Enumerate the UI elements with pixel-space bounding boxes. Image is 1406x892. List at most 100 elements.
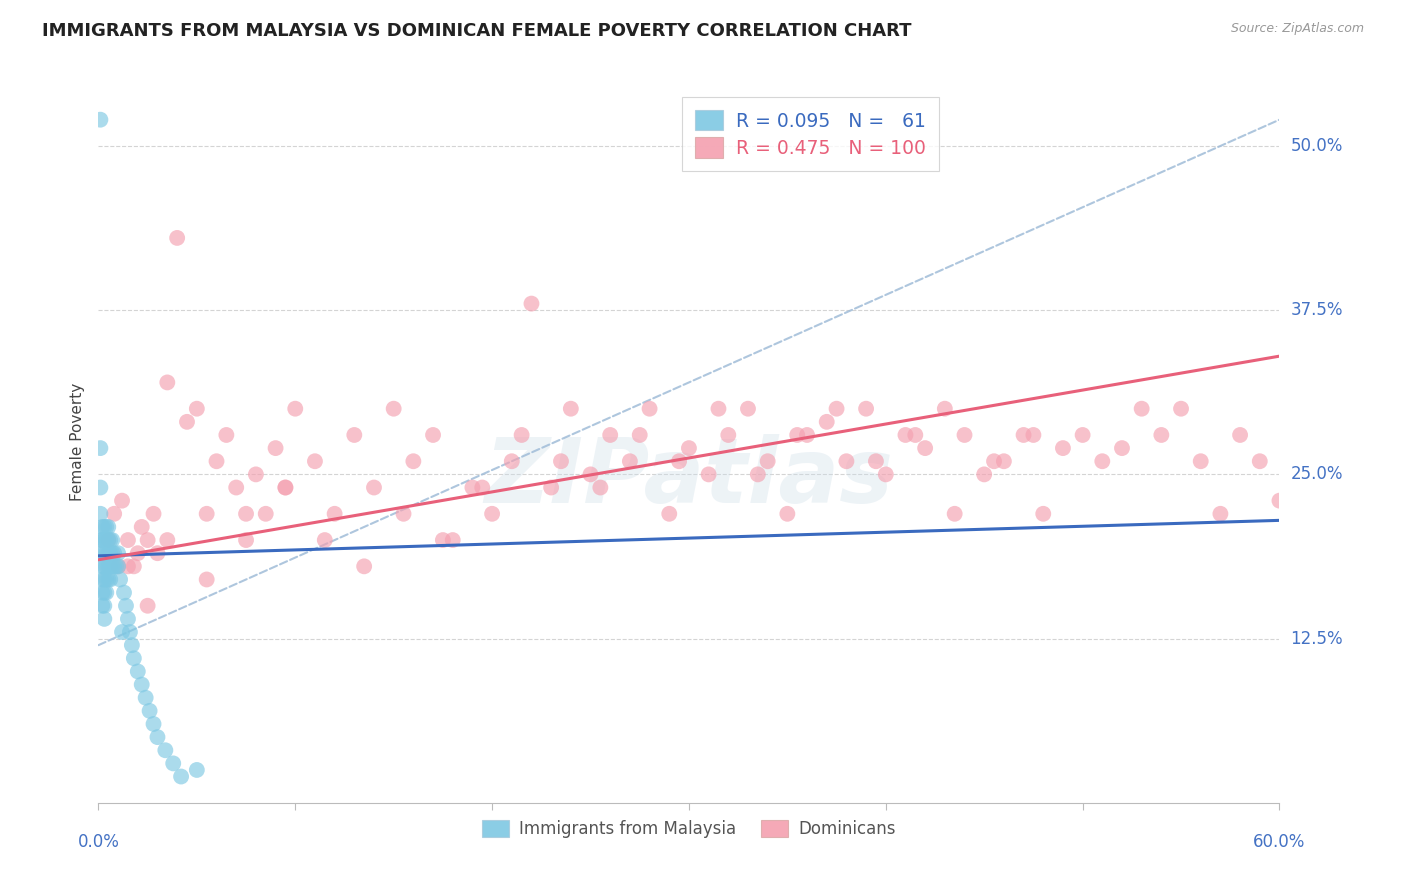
Point xyxy=(176,415,198,429)
Point xyxy=(135,690,157,705)
Point xyxy=(1071,428,1094,442)
Point xyxy=(314,533,336,547)
Point xyxy=(274,481,297,495)
Text: 12.5%: 12.5% xyxy=(1291,630,1343,648)
Point xyxy=(756,454,779,468)
Point xyxy=(825,401,848,416)
Point xyxy=(343,428,366,442)
Point xyxy=(678,441,700,455)
Point xyxy=(717,428,740,442)
Point xyxy=(323,507,346,521)
Point xyxy=(97,559,120,574)
Point xyxy=(599,428,621,442)
Text: 60.0%: 60.0% xyxy=(1253,833,1306,851)
Point xyxy=(875,467,897,482)
Point xyxy=(205,454,228,468)
Point xyxy=(461,481,484,495)
Point xyxy=(96,559,118,574)
Point xyxy=(98,546,121,560)
Point xyxy=(103,559,125,574)
Point xyxy=(658,507,681,521)
Point xyxy=(707,401,730,416)
Point xyxy=(97,533,120,547)
Point xyxy=(1022,428,1045,442)
Point xyxy=(235,533,257,547)
Point xyxy=(131,677,153,691)
Point xyxy=(786,428,808,442)
Point xyxy=(98,533,121,547)
Point xyxy=(510,428,533,442)
Point xyxy=(101,559,124,574)
Point xyxy=(284,401,307,416)
Point xyxy=(127,665,149,679)
Point xyxy=(520,296,543,310)
Point xyxy=(865,454,887,468)
Point xyxy=(540,481,562,495)
Point xyxy=(894,428,917,442)
Point xyxy=(146,730,169,744)
Point xyxy=(121,638,143,652)
Point xyxy=(747,467,769,482)
Point xyxy=(111,625,134,640)
Point xyxy=(138,704,160,718)
Point xyxy=(215,428,238,442)
Point xyxy=(93,546,115,560)
Point xyxy=(103,546,125,560)
Point xyxy=(628,428,651,442)
Point xyxy=(245,467,267,482)
Point xyxy=(97,533,120,547)
Point xyxy=(107,559,129,574)
Point xyxy=(166,231,188,245)
Point xyxy=(225,481,247,495)
Text: ZIPatlas: ZIPatlas xyxy=(485,434,893,522)
Point xyxy=(89,481,111,495)
Point xyxy=(943,507,966,521)
Text: 0.0%: 0.0% xyxy=(77,833,120,851)
Point xyxy=(195,507,218,521)
Point xyxy=(97,520,120,534)
Point xyxy=(89,507,111,521)
Point xyxy=(122,559,145,574)
Point xyxy=(91,585,114,599)
Point xyxy=(146,546,169,560)
Point xyxy=(156,533,179,547)
Point xyxy=(1032,507,1054,521)
Point xyxy=(264,441,287,455)
Point xyxy=(550,454,572,468)
Point xyxy=(107,559,129,574)
Point xyxy=(1052,441,1074,455)
Point xyxy=(993,454,1015,468)
Point xyxy=(156,376,179,390)
Point xyxy=(101,546,124,560)
Point xyxy=(142,507,165,521)
Point xyxy=(353,559,375,574)
Point xyxy=(638,401,661,416)
Point xyxy=(560,401,582,416)
Point xyxy=(815,415,838,429)
Point xyxy=(131,520,153,534)
Point xyxy=(1249,454,1271,468)
Point xyxy=(115,599,138,613)
Point xyxy=(97,546,120,560)
Point xyxy=(1091,454,1114,468)
Point xyxy=(98,559,121,574)
Point xyxy=(796,428,818,442)
Point xyxy=(1268,493,1291,508)
Point xyxy=(117,533,139,547)
Point xyxy=(402,454,425,468)
Text: 37.5%: 37.5% xyxy=(1291,301,1343,319)
Point xyxy=(93,612,115,626)
Point xyxy=(589,481,612,495)
Point xyxy=(155,743,177,757)
Point xyxy=(91,533,114,547)
Point xyxy=(776,507,799,521)
Point xyxy=(195,573,218,587)
Point xyxy=(1130,401,1153,416)
Point xyxy=(274,481,297,495)
Point xyxy=(162,756,184,771)
Point xyxy=(1012,428,1035,442)
Point xyxy=(170,770,193,784)
Point xyxy=(697,467,720,482)
Point xyxy=(118,625,141,640)
Point xyxy=(953,428,976,442)
